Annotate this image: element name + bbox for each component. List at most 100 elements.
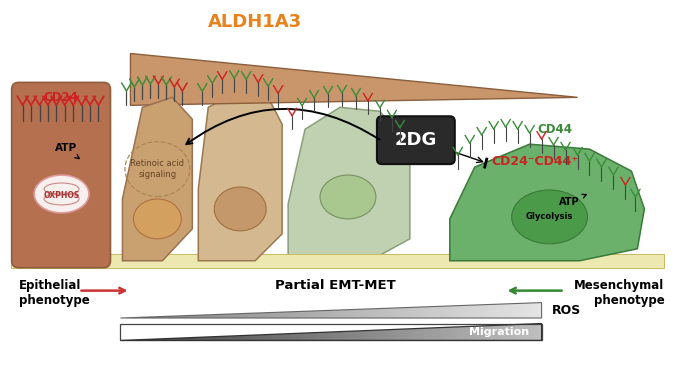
Bar xyxy=(171,338,175,340)
Bar xyxy=(272,334,276,340)
Bar xyxy=(369,309,373,318)
Text: ATP: ATP xyxy=(559,194,586,207)
Bar xyxy=(499,304,503,318)
Bar xyxy=(445,327,449,340)
Bar xyxy=(516,324,521,340)
Bar xyxy=(264,335,268,340)
Bar xyxy=(327,332,331,340)
Bar xyxy=(449,306,453,318)
Bar xyxy=(428,328,432,340)
Polygon shape xyxy=(123,97,192,261)
Bar xyxy=(453,306,458,318)
Bar xyxy=(491,326,495,340)
Bar xyxy=(525,303,529,318)
Bar xyxy=(184,338,188,340)
Bar xyxy=(226,336,230,340)
Text: Epithelial
phenotype: Epithelial phenotype xyxy=(18,279,90,307)
Bar xyxy=(331,332,335,340)
Ellipse shape xyxy=(320,175,376,219)
Bar xyxy=(458,327,462,340)
Bar xyxy=(301,333,306,340)
Bar xyxy=(415,307,419,318)
Bar xyxy=(162,339,166,340)
Text: Invasion: Invasion xyxy=(132,327,185,337)
Bar xyxy=(137,317,142,318)
Bar xyxy=(166,338,171,340)
Bar xyxy=(247,335,251,340)
Bar xyxy=(217,337,221,340)
Bar xyxy=(201,337,205,340)
Bar xyxy=(335,310,340,318)
Bar xyxy=(179,316,184,318)
Bar xyxy=(462,327,466,340)
Bar xyxy=(466,327,470,340)
Bar xyxy=(424,307,428,318)
Bar xyxy=(301,312,306,318)
Bar xyxy=(394,329,399,340)
Bar xyxy=(411,307,415,318)
Bar xyxy=(289,312,293,318)
Bar xyxy=(192,338,197,340)
Bar xyxy=(297,334,301,340)
Bar xyxy=(209,315,213,318)
Bar xyxy=(256,335,260,340)
Bar xyxy=(230,314,234,318)
Bar xyxy=(280,334,285,340)
Bar xyxy=(234,314,238,318)
Bar xyxy=(297,312,301,318)
Bar xyxy=(323,332,327,340)
Polygon shape xyxy=(130,53,577,105)
Bar xyxy=(474,305,478,318)
Bar xyxy=(382,309,386,318)
Bar xyxy=(499,325,503,340)
Bar xyxy=(340,332,344,340)
Polygon shape xyxy=(288,107,410,261)
Bar xyxy=(529,303,533,318)
Text: ROS: ROS xyxy=(551,304,581,317)
Bar xyxy=(436,307,440,318)
Text: CD24: CD24 xyxy=(43,91,78,104)
Ellipse shape xyxy=(134,199,182,239)
Bar xyxy=(495,304,499,318)
Bar xyxy=(462,305,466,318)
Bar xyxy=(331,310,335,318)
Bar xyxy=(415,329,419,340)
Bar xyxy=(373,309,377,318)
Bar xyxy=(205,315,209,318)
Bar xyxy=(356,309,360,318)
Bar xyxy=(344,332,348,340)
Text: CD44: CD44 xyxy=(537,123,572,136)
Bar xyxy=(478,305,483,318)
Bar xyxy=(399,308,403,318)
Bar xyxy=(306,333,310,340)
Bar xyxy=(445,306,449,318)
Bar xyxy=(407,329,411,340)
Bar xyxy=(440,327,445,340)
Bar xyxy=(348,310,352,318)
Bar xyxy=(478,326,483,340)
Bar xyxy=(382,330,386,340)
Bar xyxy=(525,324,529,340)
Bar xyxy=(184,316,188,318)
Bar xyxy=(360,309,364,318)
Bar xyxy=(293,334,297,340)
Bar xyxy=(495,325,499,340)
Bar xyxy=(242,313,247,318)
Bar xyxy=(238,314,242,318)
Text: ATP: ATP xyxy=(55,143,79,158)
Bar xyxy=(529,324,533,340)
Bar xyxy=(221,337,226,340)
Bar xyxy=(256,313,260,318)
Bar xyxy=(440,306,445,318)
Bar xyxy=(230,336,234,340)
Bar xyxy=(360,331,364,340)
Bar xyxy=(344,310,348,318)
Bar xyxy=(432,307,436,318)
Bar xyxy=(411,329,415,340)
Bar xyxy=(521,303,525,318)
Bar xyxy=(272,312,276,318)
Bar xyxy=(209,337,213,340)
Text: Glycolysis: Glycolysis xyxy=(526,212,573,221)
Bar xyxy=(268,313,272,318)
Bar xyxy=(205,337,209,340)
